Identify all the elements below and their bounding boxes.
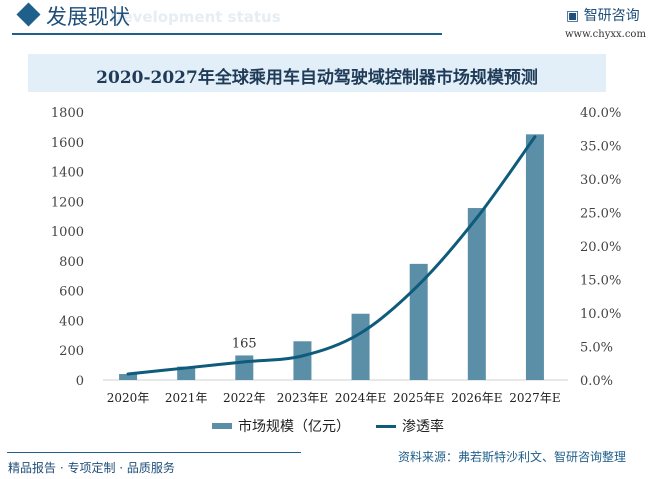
logo-text: 智研咨询 [583,8,640,24]
bar [119,374,138,380]
chart-title-band: 2020-2027年全球乘用车自动驾驶域控制器市场规模预测 [28,54,606,92]
x-tick-label: 2021年 [165,391,208,405]
left-tick-label: 1000 [51,225,84,240]
right-tick-label: 40.0% [580,106,621,121]
right-tick-label: 5.0% [580,341,613,356]
right-tick-label: 30.0% [580,173,621,188]
left-tick-label: 1600 [51,136,84,151]
x-tick-label: 2026年E [451,391,502,405]
footer-divider [7,452,301,453]
right-tick-label: 15.0% [580,274,621,289]
bar [351,313,370,380]
site-url: www.chyxx.com [565,29,646,40]
bar [467,208,486,380]
legend-line-label: 渗透率 [402,419,444,435]
bar [293,341,312,380]
left-tick-label: 600 [59,285,84,300]
left-tick-label: 1800 [51,106,84,121]
x-tick-label: 2022年 [223,391,266,405]
legend-line-swatch [376,424,396,428]
chart-title: 2020-2027年全球乘用车自动驾驶域控制器市场规模预测 [96,68,538,88]
footer-slogan: 精品报告 · 专项定制 · 品质服务 [8,461,175,475]
x-tick-label: 2025年E [393,391,444,405]
right-tick-label: 35.0% [580,140,621,155]
bar [409,263,428,380]
header-divider [12,33,442,35]
bar [177,366,196,380]
bar [235,355,254,380]
left-tick-label: 400 [59,314,84,329]
x-tick-label: 2020年 [107,391,150,405]
source-note: 资料来源：弗若斯特沙利文、智研咨询整理 [398,450,627,464]
left-tick-label: 1400 [51,166,84,181]
brand-logo: ▣ 智研咨询 [566,8,640,24]
left-tick-label: 1200 [51,195,84,210]
right-tick-label: 0.0% [580,374,613,389]
x-tick-label: 2027年E [509,391,560,405]
right-tick-label: 10.0% [580,307,621,322]
x-tick-label: 2023年E [277,391,328,405]
legend-bar-label: 市场规模（亿元） [238,419,350,435]
legend-bar-swatch [212,423,232,429]
right-tick-label: 25.0% [580,207,621,222]
left-tick-label: 800 [59,255,84,270]
data-label: 165 [232,336,257,351]
right-tick-label: 20.0% [580,240,621,255]
left-tick-label: 0 [76,374,84,389]
legend: 市场规模（亿元） 渗透率 [212,416,444,436]
x-tick-label: 2024年E [335,391,386,405]
bar [525,134,544,380]
left-tick-label: 200 [59,344,84,359]
section-subtitle: Development status [110,8,281,26]
section-title: 发展现状 [46,5,130,29]
